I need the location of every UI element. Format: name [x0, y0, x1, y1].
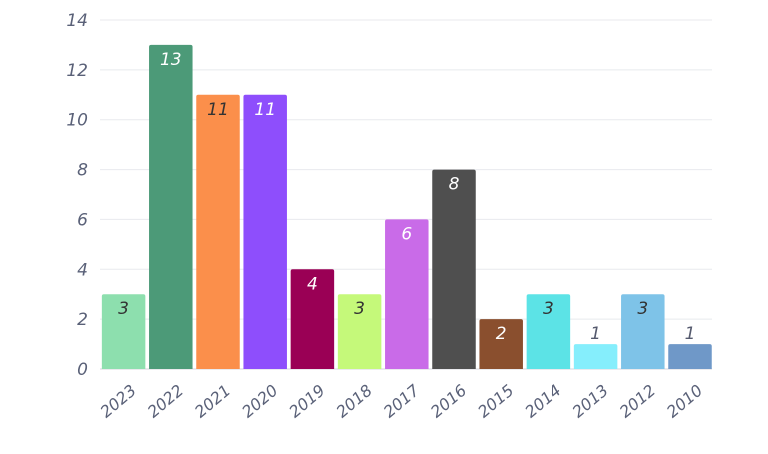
x-tick-label-2010: 2010 — [663, 381, 706, 422]
bar-2014[interactable] — [526, 294, 571, 369]
y-tick-label-2: 2 — [77, 310, 88, 330]
x-axis: 2023 2022 2021 2020 2019 2018 2017 2016 2015 2014… — [96, 380, 706, 421]
bar-2022[interactable] — [149, 44, 193, 370]
bar-2017[interactable] — [385, 219, 429, 369]
data-label-2013: 1 — [590, 324, 601, 344]
bar-2018[interactable] — [337, 294, 382, 369]
y-tick-label-8: 8 — [77, 161, 88, 181]
x-tick-label-2023: 2023 — [96, 381, 139, 422]
data-label-2018: 3 — [354, 299, 365, 319]
x-tick-label-2020: 2020 — [238, 381, 281, 422]
y-tick-label-14: 14 — [66, 11, 88, 31]
bar-2015[interactable] — [479, 319, 523, 369]
y-tick-label-6: 6 — [77, 210, 88, 230]
data-label-2017: 6 — [401, 224, 412, 244]
bar-2021[interactable] — [196, 94, 240, 370]
bar-2020[interactable] — [243, 94, 287, 370]
x-tick-label-2017: 2017 — [380, 380, 424, 421]
x-tick-label-2015: 2015 — [474, 381, 517, 422]
bar-2019[interactable] — [290, 269, 335, 369]
x-tick-label-2012: 2012 — [616, 381, 659, 422]
bar-2023[interactable] — [101, 294, 146, 369]
data-label-2019: 4 — [307, 274, 318, 294]
y-tick-label-12: 12 — [66, 61, 88, 81]
data-label-2016: 8 — [449, 175, 460, 195]
y-tick-label-0: 0 — [77, 360, 88, 380]
bar-2013[interactable] — [573, 344, 618, 369]
data-label-2023: 3 — [118, 299, 129, 319]
y-tick-label-4: 4 — [77, 260, 88, 280]
bar-2016[interactable] — [432, 169, 476, 369]
bars — [101, 44, 712, 370]
data-label-2022: 13 — [160, 50, 182, 70]
x-tick-label-2016: 2016 — [427, 381, 470, 422]
data-label-2020: 11 — [254, 100, 276, 120]
bar-2012[interactable] — [621, 294, 665, 369]
data-label-2015: 2 — [496, 324, 507, 344]
y-tick-label-10: 10 — [66, 111, 88, 131]
data-label-2012: 3 — [637, 299, 648, 319]
x-tick-label-2014: 2014 — [521, 381, 564, 422]
x-tick-label-2013: 2013 — [568, 381, 611, 422]
x-tick-label-2019: 2019 — [285, 381, 328, 422]
y-axis: 0 2 4 6 8 10 12 14 — [66, 11, 88, 380]
data-label-2021: 11 — [207, 100, 229, 120]
data-label-2010: 1 — [685, 324, 696, 344]
x-tick-label-2022: 2022 — [144, 381, 187, 422]
x-tick-label-2021: 2021 — [191, 381, 234, 422]
data-label-2014: 3 — [543, 299, 554, 319]
x-tick-label-2018: 2018 — [332, 381, 375, 422]
bar-2010[interactable] — [668, 344, 712, 369]
